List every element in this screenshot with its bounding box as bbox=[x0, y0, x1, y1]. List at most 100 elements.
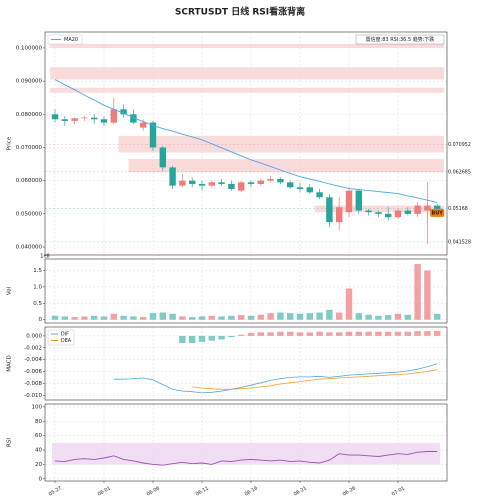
y-tick-label: 0.090000 bbox=[16, 79, 43, 85]
info-text: 置信度:83 RSI:36.5 趋势:下跌 bbox=[366, 36, 435, 43]
macd-line bbox=[192, 369, 438, 390]
volume-bar bbox=[287, 313, 294, 320]
candle-body bbox=[257, 180, 264, 184]
volume-bar bbox=[434, 313, 441, 320]
signal-label: BUY bbox=[431, 211, 443, 217]
y-axis-label: Vol bbox=[7, 286, 13, 295]
legend-label: MA20 bbox=[64, 37, 78, 43]
x-tick-label: 06-11 bbox=[195, 485, 210, 497]
volume-bar bbox=[120, 315, 127, 320]
y-tick-label: 0 bbox=[39, 476, 43, 482]
volume-bar bbox=[61, 316, 68, 320]
macd-hist bbox=[345, 331, 353, 336]
panel-frame bbox=[44, 403, 448, 482]
y-tick-label: 1.0 bbox=[33, 284, 42, 290]
level-label: 0.062685 bbox=[448, 169, 471, 175]
candle-body bbox=[51, 114, 59, 120]
info-box bbox=[355, 34, 445, 45]
y-tick-label: 0.040000 bbox=[16, 245, 43, 251]
candle-body bbox=[385, 213, 392, 218]
zone bbox=[50, 87, 444, 93]
level-label: 0.070952 bbox=[448, 142, 471, 148]
candle-body bbox=[365, 210, 372, 213]
volume-bar bbox=[414, 263, 421, 320]
macd-line bbox=[113, 363, 438, 394]
volume-bar bbox=[355, 313, 362, 320]
x-tick-label: 07-01 bbox=[391, 485, 406, 497]
y-tick-label: 40 bbox=[35, 448, 42, 454]
macd-hist bbox=[394, 331, 402, 336]
volume-bar bbox=[71, 317, 78, 320]
panel-frame bbox=[44, 31, 448, 256]
y-tick-label: 80 bbox=[35, 419, 42, 425]
y-tick-label: 0.070000 bbox=[16, 145, 43, 151]
x-tick-label: 06-16 bbox=[244, 485, 259, 497]
candle-body bbox=[434, 205, 441, 209]
candle-body bbox=[316, 192, 323, 198]
y-tick-label: 0.100000 bbox=[16, 45, 43, 51]
volume-bar bbox=[424, 270, 431, 320]
rsi-line bbox=[54, 451, 438, 466]
candle-body bbox=[149, 122, 157, 148]
macd-hist bbox=[434, 331, 441, 336]
y-tick-label: 1.5 bbox=[33, 268, 42, 274]
volume-bar bbox=[159, 312, 166, 320]
candle-body bbox=[404, 210, 411, 214]
volume-bar bbox=[326, 309, 333, 320]
candle-body bbox=[345, 190, 353, 213]
panel-frame bbox=[44, 326, 448, 401]
candle-body bbox=[414, 205, 421, 214]
y-tick-label: -0.002 bbox=[24, 345, 42, 351]
y-tick-label: 60 bbox=[35, 433, 42, 439]
volume-bar bbox=[110, 313, 117, 320]
volume-bar bbox=[238, 315, 245, 320]
volume-bar bbox=[385, 315, 392, 320]
candle-body bbox=[228, 183, 235, 189]
y-tick-label: 0.5 bbox=[33, 301, 42, 307]
macd-hist bbox=[355, 331, 362, 336]
volume-bar bbox=[218, 316, 225, 320]
zone bbox=[314, 205, 444, 213]
volume-bar bbox=[404, 314, 411, 320]
y-tick-label: 0.080000 bbox=[16, 112, 43, 118]
candle-body bbox=[140, 122, 147, 128]
zone bbox=[50, 67, 444, 80]
macd-hist bbox=[326, 332, 333, 336]
candle-body bbox=[169, 167, 176, 186]
panel-frame bbox=[44, 258, 448, 324]
volume-bar bbox=[394, 313, 402, 320]
macd-hist bbox=[424, 331, 431, 336]
y-tick-label: -0.008 bbox=[24, 381, 42, 387]
y-tick-label: -0.004 bbox=[24, 357, 42, 363]
volume-bar bbox=[140, 317, 147, 320]
candle-body bbox=[130, 114, 137, 123]
x-tick-label: 05-27 bbox=[48, 485, 63, 497]
macd-hist bbox=[385, 331, 392, 336]
volume-bar bbox=[100, 316, 108, 320]
candle-body bbox=[296, 187, 304, 189]
volume-bar bbox=[277, 312, 284, 320]
candle-body bbox=[424, 205, 431, 211]
legend-label: DEA bbox=[61, 338, 72, 344]
candle-body bbox=[277, 179, 284, 183]
macd-hist bbox=[189, 335, 196, 344]
volume-bar bbox=[189, 317, 196, 320]
candle-body bbox=[110, 109, 117, 123]
zone bbox=[50, 43, 444, 48]
candle-body bbox=[91, 117, 98, 120]
macd-hist bbox=[208, 335, 215, 341]
macd-hist bbox=[404, 331, 411, 336]
macd-hist bbox=[247, 332, 255, 336]
legend-label: DIF bbox=[61, 332, 69, 338]
y-axis-label: Price bbox=[7, 136, 13, 150]
chart-title: SCRTUSDT 日线 RSI看涨背离 bbox=[175, 6, 305, 18]
macd-hist bbox=[198, 335, 206, 342]
volume-bar bbox=[228, 315, 235, 320]
volume-bar bbox=[267, 313, 274, 320]
y-tick-label: 0 bbox=[39, 317, 43, 323]
candle-body bbox=[159, 147, 166, 168]
candle-body bbox=[355, 190, 362, 211]
level-label: 0.05168 bbox=[448, 206, 468, 212]
volume-bar bbox=[336, 312, 343, 320]
candle-body bbox=[100, 119, 108, 123]
